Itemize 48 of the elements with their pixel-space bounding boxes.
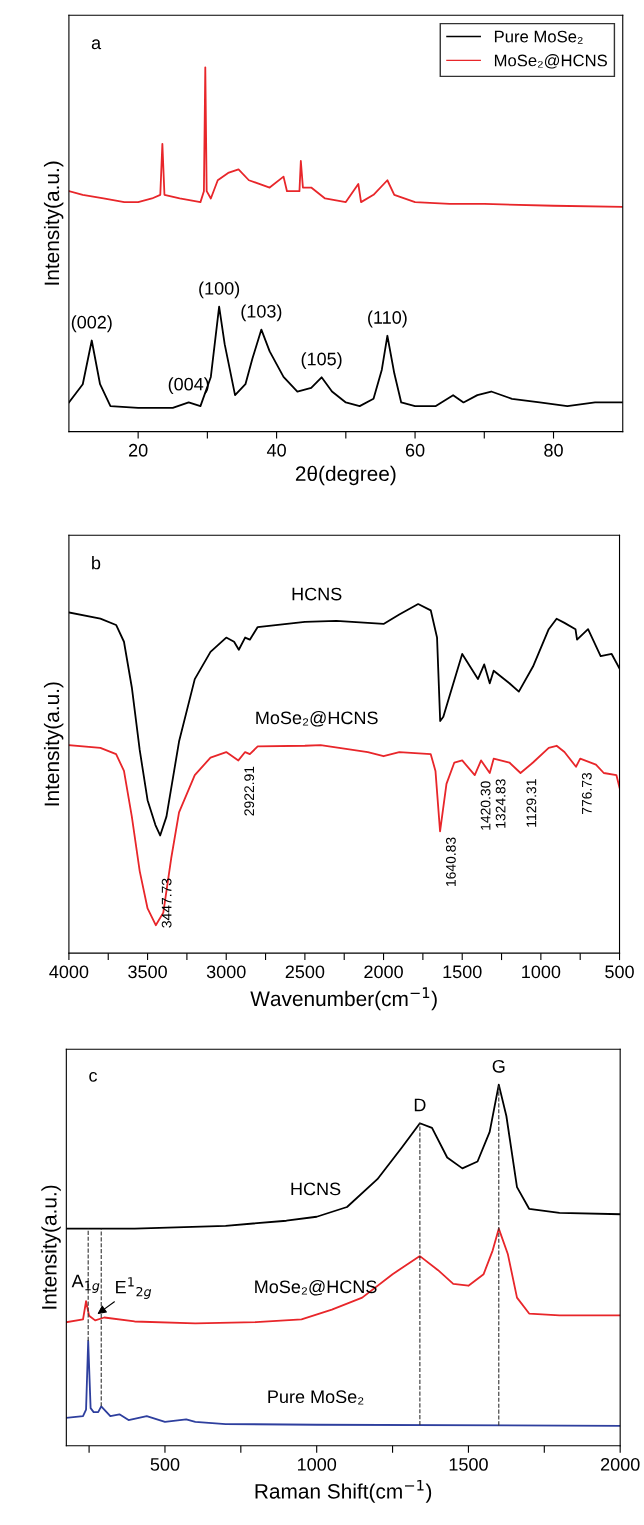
x-tick-label: 500 — [605, 965, 634, 979]
annotation: 1324.83 — [495, 779, 506, 828]
x-tick-label: 4000 — [49, 965, 89, 979]
annotation: D — [414, 1098, 426, 1112]
x-tick-label: 1000 — [522, 965, 561, 979]
x-tick-label: 2500 — [285, 965, 325, 979]
annotation: 2922.91 — [244, 766, 255, 816]
x-tick-label: 60 — [405, 443, 425, 457]
x-axis-title: 2θ(degree) — [295, 465, 396, 486]
text: a — [91, 39, 102, 50]
annotation: G — [492, 1059, 505, 1073]
y-axis-title: Intensity(a.u.) — [43, 161, 64, 285]
x-axis-title: Wavenumber(cm$^{−1}$) — [250, 987, 437, 1011]
annotation: 1640.83 — [445, 837, 456, 886]
annotation: (100) — [199, 281, 240, 299]
series-label: MoSe₂@HCNS — [256, 710, 378, 727]
text: b — [92, 556, 101, 570]
annotation: (103) — [241, 304, 282, 322]
x-tick-label: 1500 — [449, 1457, 488, 1471]
text: c — [89, 1071, 98, 1082]
annotation: (002) — [71, 315, 112, 333]
x-tick-label: 2000 — [364, 965, 403, 979]
series-label: HCNS — [291, 1182, 341, 1196]
legend-label: MoSe₂@HCNS — [494, 54, 607, 69]
legend-label: Pure MoSe₂ — [494, 30, 583, 44]
annotation: 1420.30 — [480, 781, 491, 830]
series-label: HCNS — [292, 587, 342, 601]
series-label: Pure MoSe₂ — [268, 1390, 364, 1405]
x-tick-label: 1500 — [443, 965, 482, 979]
y-axis-title: Intensity(a.u.) — [41, 1185, 61, 1309]
annotation: A$_{1g}$ — [71, 1274, 100, 1293]
annotation: (110) — [368, 310, 407, 328]
x-tick-label: 20 — [129, 443, 148, 457]
annotation: E$^{1}$$_{2g}$ — [116, 1277, 152, 1299]
annotation: 776.73 — [581, 772, 592, 815]
x-tick-label: 2000 — [601, 1457, 640, 1471]
x-tick-label: 40 — [266, 443, 286, 457]
y-axis-title: Intensity(a.u.) — [43, 682, 64, 806]
x-tick-label: 3000 — [206, 965, 246, 979]
x-axis-title: Raman Shift(cm$^{−1}$) — [255, 1479, 432, 1503]
x-tick-label: 3500 — [128, 965, 167, 979]
x-tick-label: 1000 — [297, 1457, 337, 1471]
annotation: 1129.31 — [526, 779, 537, 827]
x-tick-label: 80 — [544, 443, 563, 457]
annotation: (105) — [301, 352, 342, 369]
annotation: 3447.73 — [161, 878, 172, 928]
x-tick-label: 500 — [150, 1457, 180, 1471]
series-label: MoSe₂@HCNS — [255, 1279, 377, 1296]
